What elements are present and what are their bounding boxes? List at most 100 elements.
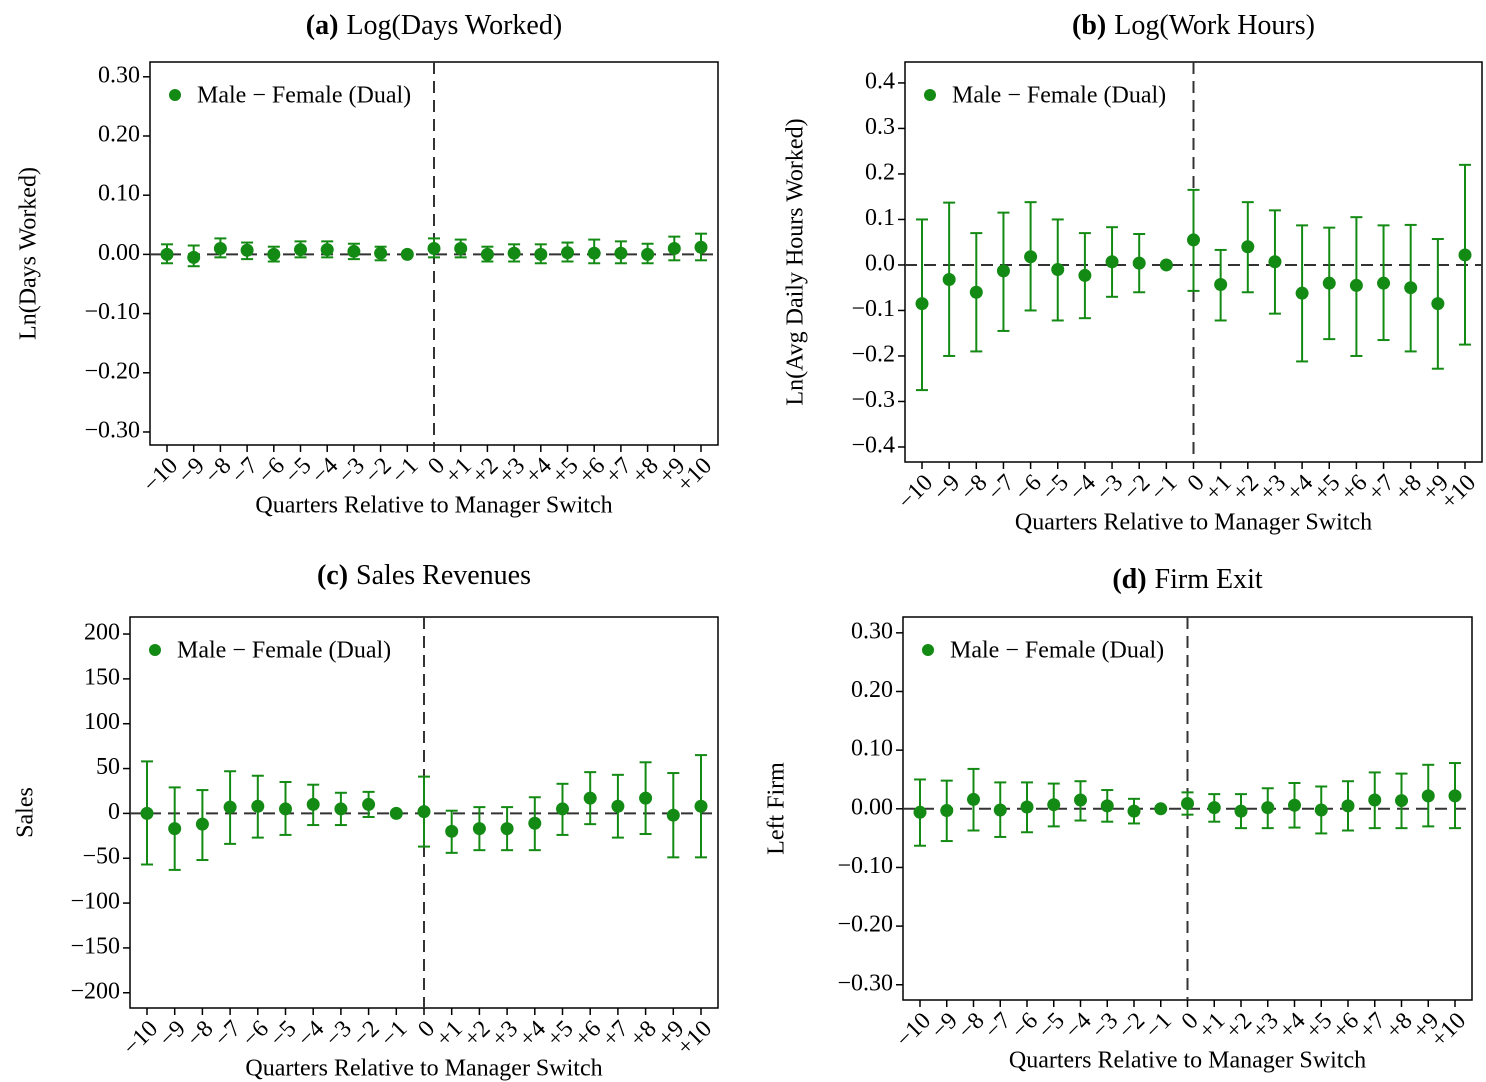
chart-title: (d) Firm Exit	[1112, 564, 1263, 595]
point	[1295, 286, 1309, 300]
y-tick-label: −50	[82, 844, 120, 870]
panel: (c) Sales Revenues 200 150 100 50 0 −50 −100 −150…	[13, 560, 719, 1082]
y-tick-label: 0.00	[98, 240, 140, 266]
point	[967, 792, 980, 806]
point	[1181, 797, 1194, 811]
point	[1404, 281, 1418, 295]
panel: (b) Log(Work Hours) 0.4 0.3 0.2 0.1 0.0 −0.1 −0.…	[783, 10, 1483, 536]
point	[1448, 789, 1462, 803]
y-tick-label: −200	[70, 978, 120, 1004]
point	[1074, 793, 1087, 807]
point	[213, 241, 227, 255]
y-tick-label: 0.20	[851, 677, 893, 703]
chart-title: (a) Log(Days Worked)	[306, 10, 562, 41]
point	[641, 247, 655, 261]
y-axis-label: Ln(Days Worked)	[16, 167, 42, 340]
point	[267, 247, 281, 261]
point	[445, 824, 459, 838]
y-tick-label: 0.2	[865, 159, 895, 185]
point	[1132, 256, 1146, 270]
x-axis-label: Quarters Relative to Manager Switch	[1015, 510, 1372, 536]
y-tick-label: 50	[96, 754, 120, 780]
point	[969, 285, 983, 299]
point	[140, 806, 154, 820]
point	[1288, 798, 1301, 812]
point	[1154, 802, 1168, 816]
point	[534, 247, 548, 261]
point	[507, 246, 521, 260]
point	[500, 822, 514, 836]
point	[1395, 794, 1408, 808]
point	[472, 822, 486, 836]
point	[427, 241, 441, 255]
point	[347, 244, 361, 258]
y-tick-label: 0.30	[98, 62, 140, 88]
point	[454, 241, 468, 255]
point	[480, 247, 494, 261]
point	[1214, 278, 1228, 292]
point	[1368, 793, 1382, 807]
x-axis-label: Quarters Relative to Manager Switch	[1009, 1048, 1366, 1074]
x-tick-label: −10	[118, 1016, 163, 1061]
y-tick-label: 0.20	[98, 121, 140, 147]
point	[666, 808, 680, 822]
title-label: (a)	[306, 10, 339, 41]
legend-marker	[149, 644, 161, 656]
y-tick-label: 0.0	[865, 250, 895, 276]
point	[279, 802, 292, 816]
x-tick-label: +10	[1436, 470, 1481, 515]
point	[1159, 258, 1173, 272]
y-tick-label: 100	[84, 709, 120, 735]
point	[400, 247, 414, 261]
title-label: (c)	[317, 560, 348, 591]
x-axis-label: Quarters Relative to Manager Switch	[255, 493, 612, 519]
point	[251, 799, 265, 813]
x-tick-label: −1	[376, 1016, 412, 1052]
title-text: Firm Exit	[1155, 564, 1263, 595]
x-tick-label: −10	[891, 1008, 936, 1053]
y-tick-label: −0.2	[851, 341, 895, 367]
point	[1078, 268, 1092, 282]
point	[223, 800, 237, 814]
point	[614, 246, 628, 260]
point	[667, 241, 681, 255]
point	[1349, 278, 1363, 292]
title-text: Log(Days Worked)	[346, 10, 562, 41]
point	[362, 797, 376, 811]
legend-label: Male − Female (Dual)	[952, 83, 1166, 109]
point	[561, 246, 574, 260]
point	[915, 297, 929, 311]
panel: (d) Firm Exit 0.30 0.20 0.10 0.00 −0.10 −0.20 −0…	[764, 564, 1473, 1074]
title-text: Log(Work Hours)	[1114, 10, 1315, 41]
y-tick-label: −0.1	[851, 296, 895, 322]
x-tick-label: −1	[1146, 470, 1182, 506]
legend-marker	[922, 644, 934, 656]
point	[417, 805, 431, 819]
point	[694, 799, 708, 813]
point	[320, 243, 334, 257]
y-tick-label: −0.10	[84, 299, 140, 325]
y-tick-label: −100	[70, 889, 120, 915]
point	[1261, 801, 1275, 815]
point	[611, 799, 625, 813]
point	[306, 797, 320, 811]
point	[556, 802, 569, 816]
y-tick-label: −0.30	[837, 970, 893, 996]
point	[583, 791, 597, 805]
point	[1268, 255, 1282, 269]
y-tick-label: −0.3	[851, 387, 895, 413]
point	[1020, 800, 1034, 814]
chart-title: (c) Sales Revenues	[317, 560, 531, 591]
point	[195, 817, 209, 831]
point	[940, 804, 954, 818]
legend-label: Male − Female (Dual)	[177, 638, 391, 664]
title-text: Sales Revenues	[356, 560, 531, 591]
x-tick-label: −1	[387, 453, 423, 489]
x-tick-label: +10	[672, 453, 717, 498]
y-tick-label: 0.10	[851, 736, 893, 762]
y-tick-label: 150	[84, 664, 120, 690]
point	[334, 802, 348, 816]
point	[1024, 250, 1038, 264]
y-tick-label: 0.00	[851, 794, 893, 820]
